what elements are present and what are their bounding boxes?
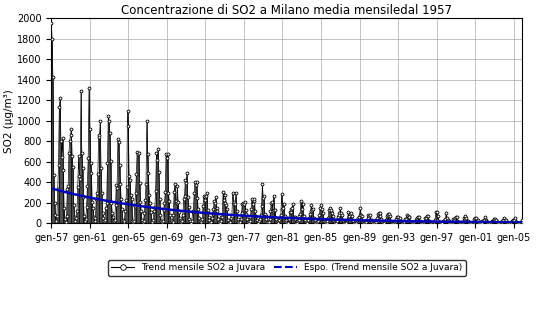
Legend: Trend mensile SO2 a Juvara, Espo. (Trend mensile SO2 a Juvara): Trend mensile SO2 a Juvara, Espo. (Trend… <box>108 260 466 276</box>
Y-axis label: SO2 (μg/m³): SO2 (μg/m³) <box>4 89 14 153</box>
Title: Concentrazione di SO2 a Milano media mensiledal 1957: Concentrazione di SO2 a Milano media men… <box>121 4 452 17</box>
